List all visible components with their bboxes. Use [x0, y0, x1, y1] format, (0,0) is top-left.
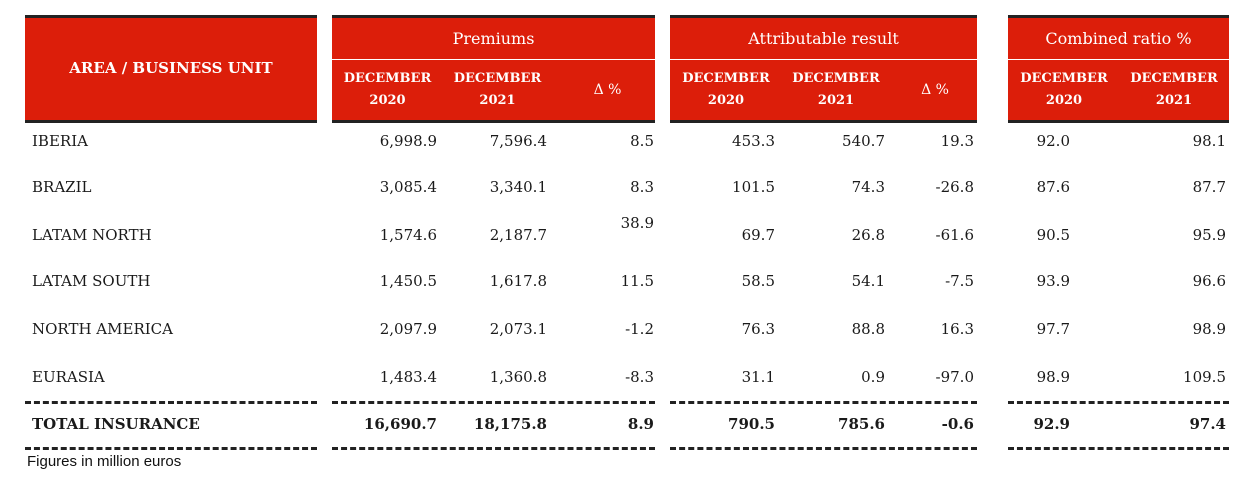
- row-brazil-result-2020: 101.5: [732, 178, 775, 196]
- row-iberia-premiums-2021: 7,596.4: [489, 132, 547, 150]
- total-ratio-2021: 97.4: [1189, 415, 1226, 433]
- row-brazil-ratio-2021: 87.7: [1192, 178, 1226, 196]
- total-bottom-dash-area: [25, 447, 317, 450]
- total-ratio-2020: 92.9: [1033, 415, 1070, 433]
- header-bottom-rule-result: [670, 120, 977, 123]
- row-eurasia-ratio-2021: 109.5: [1183, 368, 1226, 386]
- row-latam-north-premiums-2020: 1,574.6: [379, 226, 437, 244]
- total-result-2020: 790.5: [728, 415, 775, 433]
- header-top-rule-result: [670, 15, 977, 18]
- row-iberia-label: IBERIA: [32, 132, 88, 150]
- total-premiums-delta: 8.9: [627, 415, 654, 433]
- result-col-dec2020: DECEMBER 2020: [682, 71, 770, 108]
- ratio-group-title: Combined ratio %: [1045, 28, 1192, 48]
- row-brazil-label: BRAZIL: [32, 178, 92, 196]
- row-eurasia-ratio-2020: 98.9: [1036, 368, 1070, 386]
- premiums-col-delta: Δ %: [593, 82, 622, 98]
- total-top-dash-result: [670, 401, 977, 404]
- total-top-dash-ratio: [1008, 401, 1229, 404]
- total-bottom-dash-result: [670, 447, 977, 450]
- row-eurasia-label: EURASIA: [32, 368, 105, 386]
- row-north-america-premiums-2021: 2,073.1: [489, 320, 547, 338]
- header-top-rule-premiums: [332, 15, 655, 18]
- result-col-delta: Δ %: [921, 82, 949, 98]
- row-iberia-ratio-2020: 92.0: [1036, 132, 1070, 150]
- row-north-america-premiums-delta: -1.2: [625, 320, 654, 338]
- row-north-america-ratio-2021: 98.9: [1192, 320, 1226, 338]
- total-top-dash-area: [25, 401, 317, 404]
- row-latam-north-result-2020: 69.7: [741, 226, 775, 244]
- row-north-america-result-delta: 16.3: [940, 320, 974, 338]
- row-eurasia-result-2020: 31.1: [741, 368, 775, 386]
- total-bottom-dash-premiums: [332, 447, 655, 450]
- total-result-2021: 785.6: [838, 415, 885, 433]
- footnote: Figures in million euros: [27, 453, 182, 470]
- header-top-rule-area: [25, 15, 317, 18]
- result-group-title: Attributable result: [748, 28, 899, 48]
- row-eurasia-premiums-2021: 1,360.8: [489, 368, 547, 386]
- header-top-rule-ratio: [1008, 15, 1229, 18]
- row-north-america-result-2021: 88.8: [851, 320, 885, 338]
- row-iberia-result-2021: 540.7: [842, 132, 885, 150]
- row-latam-north-ratio-2021: 95.9: [1192, 226, 1226, 244]
- total-premiums-2020: 16,690.7: [363, 415, 437, 433]
- row-latam-north-premiums-delta: 38.9: [620, 214, 654, 232]
- header-bottom-rule-ratio: [1008, 120, 1229, 123]
- row-latam-north-label: LATAM NORTH: [32, 226, 152, 244]
- total-label: TOTAL INSURANCE: [32, 415, 200, 433]
- row-iberia-result-delta: 19.3: [940, 132, 974, 150]
- row-iberia-premiums-2020: 6,998.9: [379, 132, 437, 150]
- ratio-col-dec2021: DECEMBER 2021: [1130, 71, 1218, 108]
- total-result-delta: -0.6: [941, 415, 974, 433]
- premiums-header-block: [332, 18, 655, 120]
- row-latam-south-ratio-2021: 96.6: [1192, 272, 1226, 290]
- row-brazil-ratio-2020: 87.6: [1036, 178, 1070, 196]
- row-latam-north-ratio-2020: 90.5: [1036, 226, 1070, 244]
- row-north-america-premiums-2020: 2,097.9: [379, 320, 437, 338]
- row-latam-north-premiums-2021: 2,187.7: [489, 226, 547, 244]
- row-brazil-result-2021: 74.3: [851, 178, 885, 196]
- row-latam-south-ratio-2020: 93.9: [1036, 272, 1070, 290]
- row-latam-south-premiums-delta: 11.5: [620, 272, 654, 290]
- row-latam-north-result-2021: 26.8: [851, 226, 885, 244]
- header-bottom-rule-premiums: [332, 120, 655, 123]
- ratio-col-dec2020: DECEMBER 2020: [1020, 71, 1108, 108]
- premiums-col-dec2020: DECEMBER 2020: [343, 71, 432, 108]
- row-latam-north-result-delta: -61.6: [935, 226, 974, 244]
- result-header-block: [670, 18, 977, 120]
- premiums-col-dec2021: DECEMBER 2021: [453, 71, 542, 108]
- row-north-america-result-2020: 76.3: [741, 320, 775, 338]
- row-eurasia-premiums-delta: -8.3: [625, 368, 654, 386]
- row-eurasia-result-2021: 0.9: [861, 368, 885, 386]
- row-latam-south-premiums-2021: 1,617.8: [489, 272, 547, 290]
- premiums-header-divider: [332, 59, 655, 60]
- ratio-header-divider: [1008, 59, 1229, 60]
- result-col-dec2021: DECEMBER 2021: [792, 71, 880, 108]
- row-brazil-premiums-2020: 3,085.4: [379, 178, 437, 196]
- row-latam-south-premiums-2020: 1,450.5: [379, 272, 437, 290]
- row-eurasia-premiums-2020: 1,483.4: [379, 368, 437, 386]
- row-north-america-label: NORTH AMERICA: [32, 320, 173, 338]
- row-north-america-ratio-2020: 97.7: [1036, 320, 1070, 338]
- row-iberia-ratio-2021: 98.1: [1192, 132, 1226, 150]
- total-top-dash-premiums: [332, 401, 655, 404]
- row-brazil-premiums-2021: 3,340.1: [489, 178, 547, 196]
- row-latam-south-result-delta: -7.5: [945, 272, 974, 290]
- result-header-divider: [670, 59, 977, 60]
- premiums-group-title: Premiums: [452, 28, 535, 48]
- area-header-cell: [25, 18, 317, 120]
- row-iberia-premiums-delta: 8.5: [630, 132, 654, 150]
- row-latam-south-label: LATAM SOUTH: [32, 272, 151, 290]
- header-bottom-rule-area: [25, 120, 317, 123]
- row-eurasia-result-delta: -97.0: [935, 368, 974, 386]
- row-brazil-premiums-delta: 8.3: [630, 178, 654, 196]
- row-brazil-result-delta: -26.8: [935, 178, 974, 196]
- row-latam-south-result-2020: 58.5: [741, 272, 775, 290]
- total-premiums-2021: 18,175.8: [473, 415, 547, 433]
- row-iberia-result-2020: 453.3: [732, 132, 775, 150]
- area-header-label: AREA / BUSINESS UNIT: [69, 59, 273, 77]
- total-bottom-dash-ratio: [1008, 447, 1229, 450]
- ratio-header-block: [1008, 18, 1229, 120]
- row-latam-south-result-2021: 54.1: [851, 272, 885, 290]
